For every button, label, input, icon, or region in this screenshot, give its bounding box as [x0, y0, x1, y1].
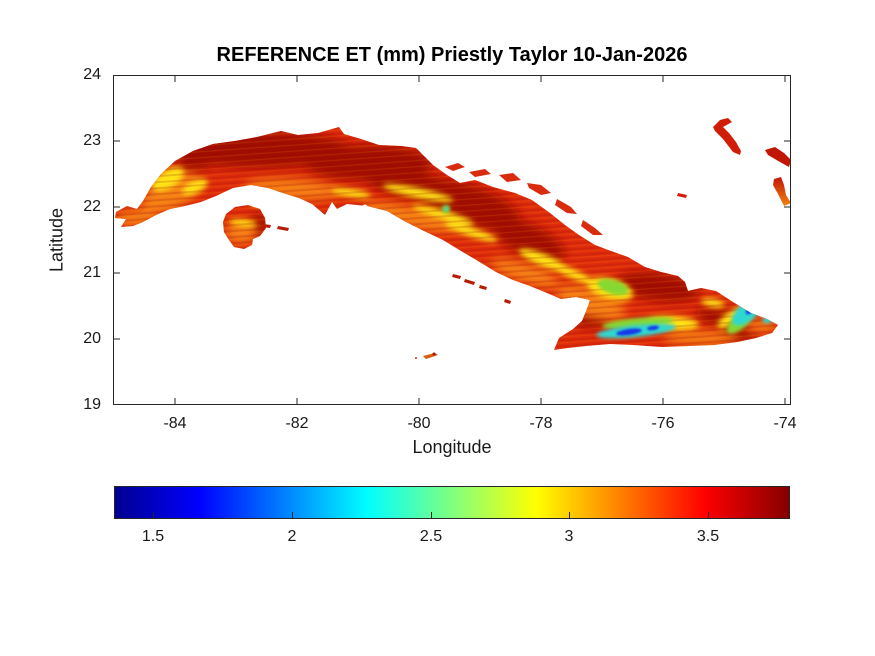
y-tick-label: 23 [83, 132, 101, 149]
bahamas-islands [677, 118, 791, 206]
plot-area [113, 75, 791, 405]
colorbar-tick-mark [569, 512, 570, 518]
y-tick-label: 20 [83, 330, 101, 347]
colorbar-tick-label: 2 [287, 528, 297, 545]
y-tick-label: 21 [83, 264, 101, 281]
axis-box-border [113, 75, 791, 405]
north-coast-keys [445, 163, 603, 235]
x-tick-label: -80 [407, 415, 431, 432]
plot-title: REFERENCE ET (mm) Priestly Taylor 10-Jan… [216, 44, 688, 66]
axis-tick-marks [113, 75, 791, 405]
y-axis-tick-labels: 24 23 22 21 20 19 [55, 66, 101, 413]
x-tick-label: -82 [285, 415, 309, 432]
y-tick-label: 19 [83, 396, 101, 413]
cuba-et-heatmap [113, 75, 791, 405]
colorbar-gradient [114, 486, 790, 519]
x-tick-label: -76 [651, 415, 675, 432]
colorbar-tick-mark [292, 512, 293, 518]
y-tick-label: 22 [83, 198, 101, 215]
cienfuegos-bay-hole [362, 204, 368, 210]
x-tick-label: -78 [529, 415, 553, 432]
south-coast-cays [262, 224, 511, 304]
colorbar-tick-mark [708, 512, 709, 518]
colorbar-tick-label: 2.5 [419, 528, 443, 545]
x-tick-label: -84 [163, 415, 187, 432]
x-tick-label: -74 [773, 415, 797, 432]
colorbar-tick-mark [153, 512, 154, 518]
x-axis-tick-labels: -84 -82 -80 -78 -76 -74 [113, 414, 796, 434]
colorbar-tick-labels: 1.5 2 2.5 3 3.5 [114, 527, 790, 547]
colorbar-tick-label: 3 [564, 528, 574, 545]
y-tick-label: 24 [83, 66, 101, 83]
raster-streak-texture [115, 127, 778, 350]
main-island-heatmap [115, 127, 778, 350]
colorbar-tick-mark [431, 512, 432, 518]
colorbar-tick-label: 1.5 [141, 528, 165, 545]
cayman-cay [415, 352, 438, 359]
colorbar-tick-label: 3.5 [696, 528, 720, 545]
x-axis-label: Longitude [412, 437, 492, 457]
